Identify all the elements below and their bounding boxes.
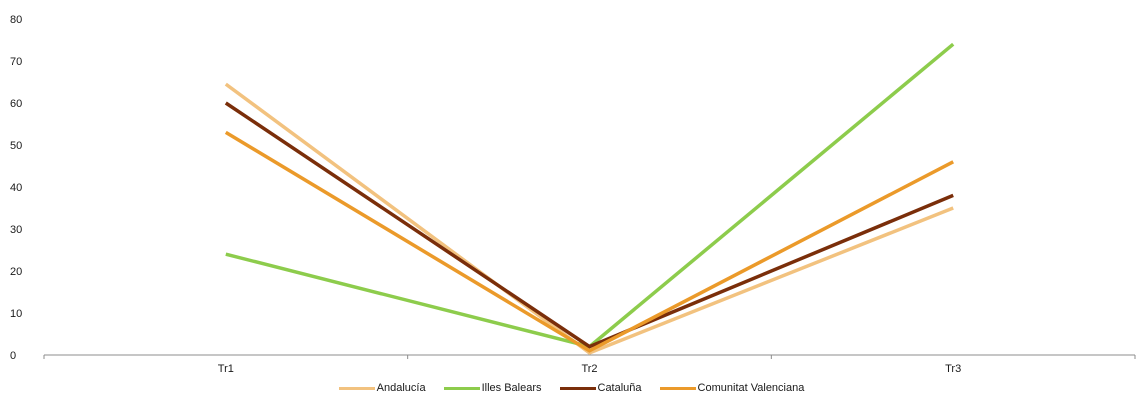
y-tick-label: 0	[10, 350, 16, 362]
x-tick-label: Tr1	[218, 363, 234, 375]
chart-svg: 0 10 20 30 40 50 60 70 80 Tr1 Tr2 Tr3	[10, 14, 1136, 375]
legend-item: Comunitat Valenciana	[659, 382, 805, 394]
y-tick-label: 30	[10, 224, 22, 236]
legend-swatch	[443, 386, 480, 390]
legend-label: Comunitat Valenciana	[697, 382, 805, 394]
x-tick-label: Tr3	[945, 363, 961, 375]
y-axis-ticks: 0 10 20 30 40 50 60 70 80	[10, 14, 22, 362]
legend-swatch	[659, 386, 696, 390]
legend-label: Illes Balears	[481, 382, 542, 394]
series-line	[224, 82, 954, 355]
legend-swatch	[559, 386, 596, 390]
x-tick-label: Tr2	[581, 363, 597, 375]
y-tick-label: 40	[10, 182, 22, 194]
chart-legend: Andalucía Illes Balears Cataluña Comunitat …	[0, 380, 1143, 396]
y-tick-label: 20	[10, 266, 22, 278]
y-tick-label: 80	[10, 14, 22, 26]
series-line	[224, 130, 955, 353]
legend-label: Andalucía	[376, 382, 426, 394]
series-line	[225, 42, 955, 349]
series-line	[224, 101, 954, 349]
legend-swatch	[338, 386, 375, 390]
legend-label: Cataluña	[597, 382, 642, 394]
x-axis: Tr1 Tr2 Tr3	[43, 354, 1136, 375]
legend-item: Andalucía	[338, 382, 426, 394]
series-lines	[224, 42, 955, 355]
y-tick-label: 50	[10, 140, 22, 152]
y-tick-label: 10	[10, 308, 22, 320]
y-tick-label: 70	[10, 56, 22, 68]
legend-item: Illes Balears	[443, 382, 542, 394]
y-tick-label: 60	[10, 98, 22, 110]
legend-item: Cataluña	[559, 382, 642, 394]
